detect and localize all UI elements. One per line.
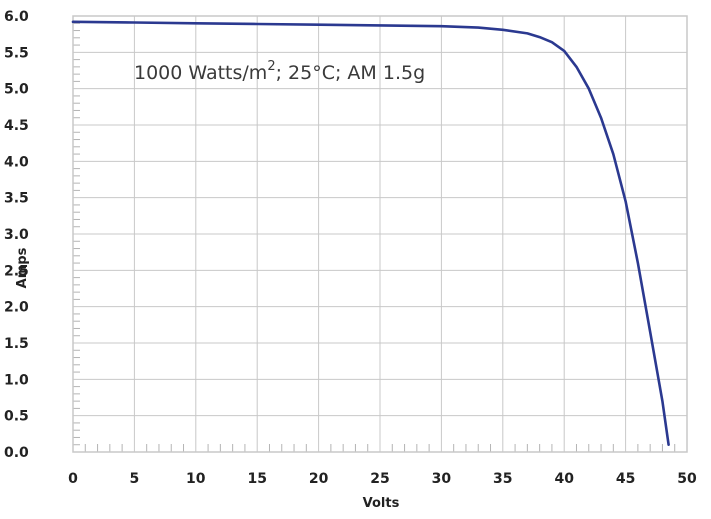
iv-curve-line <box>71 20 670 447</box>
y-tick-label: 4.5 <box>4 118 29 134</box>
x-tick-label: 0 <box>68 471 78 487</box>
y-tick-label: 4.0 <box>4 154 29 170</box>
x-tick-label: 15 <box>247 471 266 487</box>
y-tick-label: 0.5 <box>4 409 29 425</box>
x-tick-label: 35 <box>493 471 512 487</box>
y-tick-label: 5.5 <box>4 45 29 61</box>
y-tick-label: 6.0 <box>4 9 29 25</box>
x-tick-label: 5 <box>130 471 140 487</box>
y-tick-label: 5.0 <box>4 82 29 98</box>
x-tick-label: 40 <box>554 471 574 487</box>
y-tick-label: 3.5 <box>4 191 29 207</box>
tick-labels: 0 5 10 15 20 25 30 35 40 45 50 0.0 0.5 1.0 1.5 2.0 2.5 3.… <box>4 9 697 487</box>
x-tick-label: 10 <box>186 471 206 487</box>
x-tick-label: 50 <box>677 471 697 487</box>
y-tick-label: 0.0 <box>4 445 29 461</box>
x-tick-label: 20 <box>309 471 329 487</box>
y-tick-label: 2.5 <box>4 263 29 279</box>
x-tick-label: 25 <box>370 471 389 487</box>
plot-frame <box>72 15 688 453</box>
y-tick-label: 2.0 <box>4 300 29 316</box>
x-axis-title: Volts <box>363 496 400 511</box>
y-tick-label: 3.0 <box>4 227 29 243</box>
plot-border <box>72 15 688 453</box>
x-tick-label: 45 <box>616 471 635 487</box>
minor-ticks <box>73 22 676 452</box>
curve-layer <box>71 20 670 447</box>
y-tick-label: 1.5 <box>4 336 29 352</box>
x-tick-label: 30 <box>432 471 452 487</box>
y-tick-label: 1.0 <box>4 372 29 388</box>
grid <box>73 16 687 452</box>
y-axis-title: Amps <box>15 247 30 288</box>
chart-annotation: 1000 Watts/m2; 25°C; AM 1.5g <box>134 59 425 84</box>
